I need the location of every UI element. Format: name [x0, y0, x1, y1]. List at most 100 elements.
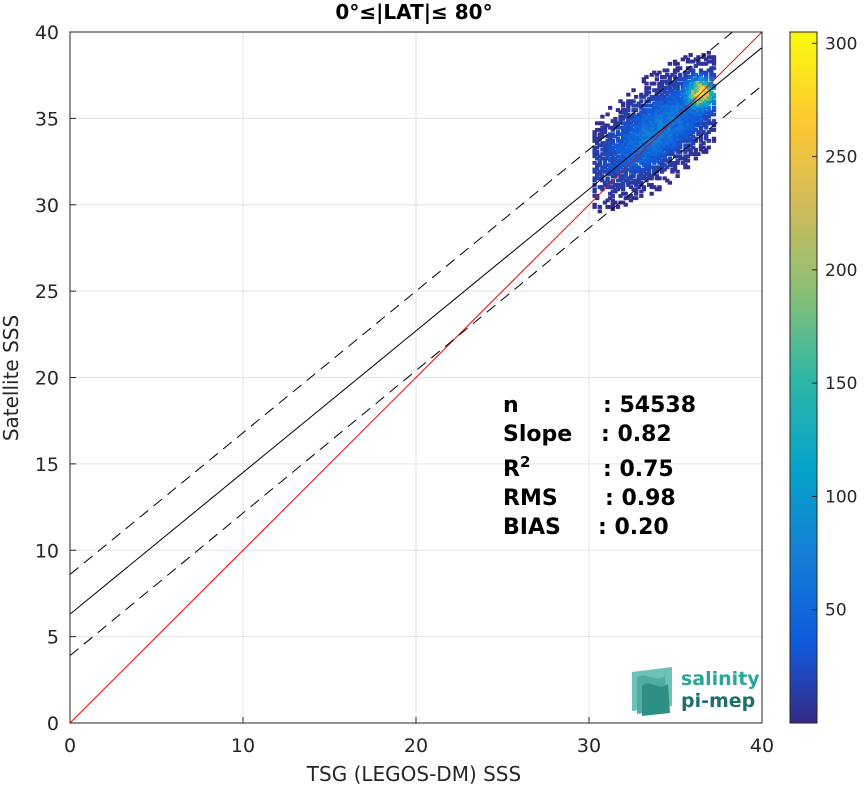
density-cell: [641, 121, 647, 126]
density-cell: [652, 145, 657, 150]
density-cell: [683, 83, 688, 88]
density-cell: [649, 154, 654, 159]
density-cell: [602, 200, 608, 205]
density-cell: [706, 110, 711, 115]
density-cell: [670, 149, 675, 154]
density-cell: [605, 169, 610, 174]
density-cell: [698, 72, 704, 77]
density-cell: [672, 134, 678, 139]
density-cell: [636, 121, 641, 126]
density-cell: [631, 163, 636, 168]
density-cell: [696, 119, 701, 124]
density-cell: [685, 114, 691, 119]
density-cell: [621, 176, 626, 181]
density-cell: [675, 92, 680, 97]
density-cell: [636, 101, 641, 106]
density-cell: [615, 143, 621, 148]
density-cell: [688, 68, 693, 73]
density-cell: [680, 88, 685, 93]
density-cell: [706, 119, 711, 124]
density-cell: [639, 121, 644, 126]
density-cell: [672, 61, 678, 66]
density-cell: [680, 108, 685, 112]
density-cell: [654, 90, 660, 95]
density-cell: [683, 55, 688, 60]
density-cell: [626, 130, 631, 135]
density-cell: [636, 134, 641, 139]
density-cell: [691, 92, 696, 97]
density-cell: [644, 154, 649, 159]
density-cell: [608, 134, 613, 139]
density-cell: [706, 99, 711, 104]
stat-value: : 54538: [603, 393, 696, 418]
density-cell: [701, 108, 706, 112]
density-cell: [662, 154, 667, 159]
density-cell: [698, 83, 704, 88]
density-cell: [602, 152, 608, 157]
density-cell: [685, 94, 691, 99]
density-cell: [639, 156, 644, 161]
density-cell: [680, 83, 685, 88]
density-cell: [704, 61, 709, 66]
density-cell: [631, 108, 636, 112]
density-cell: [610, 134, 615, 139]
density-cell: [685, 75, 691, 79]
density-cell: [667, 114, 673, 119]
density-cell: [688, 75, 693, 79]
density-cell: [626, 108, 631, 112]
density-cell: [615, 132, 621, 137]
density-cell: [665, 81, 670, 86]
density-cell: [711, 75, 717, 79]
density-cell: [636, 152, 641, 157]
density-cell: [704, 75, 709, 79]
density-cell: [652, 127, 657, 132]
density-cell: [646, 145, 652, 150]
colorbar-tick-label: 150: [825, 374, 857, 394]
density-cell: [704, 132, 709, 137]
density-cell: [641, 163, 647, 168]
density-cell: [675, 97, 680, 101]
density-cell: [683, 70, 688, 75]
density-cell: [691, 130, 696, 135]
density-cell: [636, 103, 641, 108]
density-cell: [639, 180, 644, 185]
density-cell: [683, 136, 688, 141]
density-cell: [615, 160, 621, 165]
density-cell: [678, 154, 683, 159]
density-cell: [667, 156, 673, 161]
density-cell: [709, 59, 714, 64]
density-cell: [659, 138, 665, 143]
density-cell: [641, 108, 647, 112]
density-cell: [683, 145, 688, 150]
density-cell: [592, 134, 597, 139]
density-cell: [646, 158, 652, 163]
density-cell: [665, 99, 670, 104]
density-cell: [678, 145, 683, 150]
density-cell: [633, 143, 639, 148]
density-cell: [688, 152, 693, 157]
density-cell: [621, 154, 626, 159]
density-cell: [691, 152, 696, 157]
density-cell: [704, 101, 709, 106]
density-cell: [678, 72, 683, 77]
density-cell: [675, 61, 680, 66]
density-cell: [688, 90, 693, 95]
density-cell: [706, 50, 711, 55]
density-cell: [704, 105, 709, 110]
density-cell: [672, 99, 678, 104]
density-cell: [685, 108, 691, 112]
density-cell: [685, 134, 691, 139]
density-cell: [641, 167, 647, 172]
density-cell: [672, 108, 678, 112]
density-cell: [680, 134, 685, 139]
density-cell: [618, 125, 623, 130]
density-cell: [646, 121, 652, 126]
density-cell: [659, 165, 665, 170]
density-cell: [667, 103, 673, 108]
density-cell: [688, 127, 693, 132]
density-cell: [613, 116, 618, 121]
density-cell: [641, 119, 647, 124]
regression-lower-line: [70, 85, 762, 657]
density-cell: [623, 158, 628, 163]
